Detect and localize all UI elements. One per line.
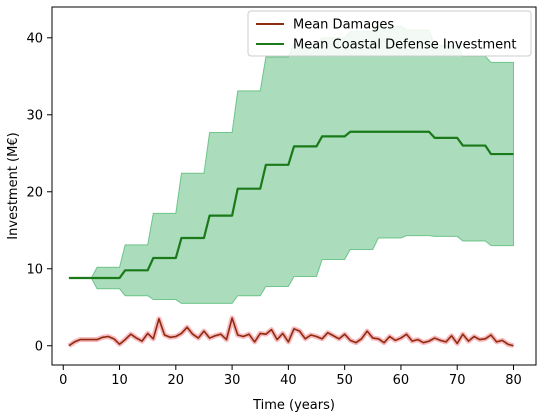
- x-axis: 0 10 20 30 40 50 60 70 80: [59, 365, 522, 388]
- x-tick-label: 60: [393, 373, 410, 388]
- y-tick-label: 0: [35, 339, 43, 354]
- y-tick-label: 10: [26, 262, 43, 277]
- y-tick-label: 30: [26, 108, 43, 123]
- x-tick-label: 30: [224, 373, 241, 388]
- x-tick-label: 80: [505, 373, 522, 388]
- y-axis: 0 10 20 30 40: [26, 31, 52, 354]
- y-tick-label: 20: [26, 185, 43, 200]
- x-tick-label: 40: [280, 373, 297, 388]
- x-tick-label: 50: [336, 373, 353, 388]
- x-tick-label: 70: [449, 373, 466, 388]
- legend: Mean Damages Mean Coastal Defense Invest…: [247, 10, 532, 57]
- x-tick-label: 10: [111, 373, 128, 388]
- y-tick-label: 40: [26, 31, 43, 46]
- series-line-investment: [68, 130, 514, 280]
- y-axis-title: Investment (M€): [6, 132, 21, 239]
- axes-frame: [51, 6, 537, 366]
- x-axis-title: Time (years): [252, 398, 335, 413]
- plot-area: [67, 25, 515, 349]
- legend-label-damages: Mean Damages: [293, 18, 394, 33]
- x-tick-label: 20: [168, 373, 185, 388]
- legend-label-investment: Mean Coastal Defense Investment: [293, 38, 517, 53]
- legend-box: [247, 10, 532, 57]
- series-line-damages: [68, 317, 514, 347]
- confidence-band: [68, 25, 514, 304]
- x-tick-label: 0: [59, 373, 67, 388]
